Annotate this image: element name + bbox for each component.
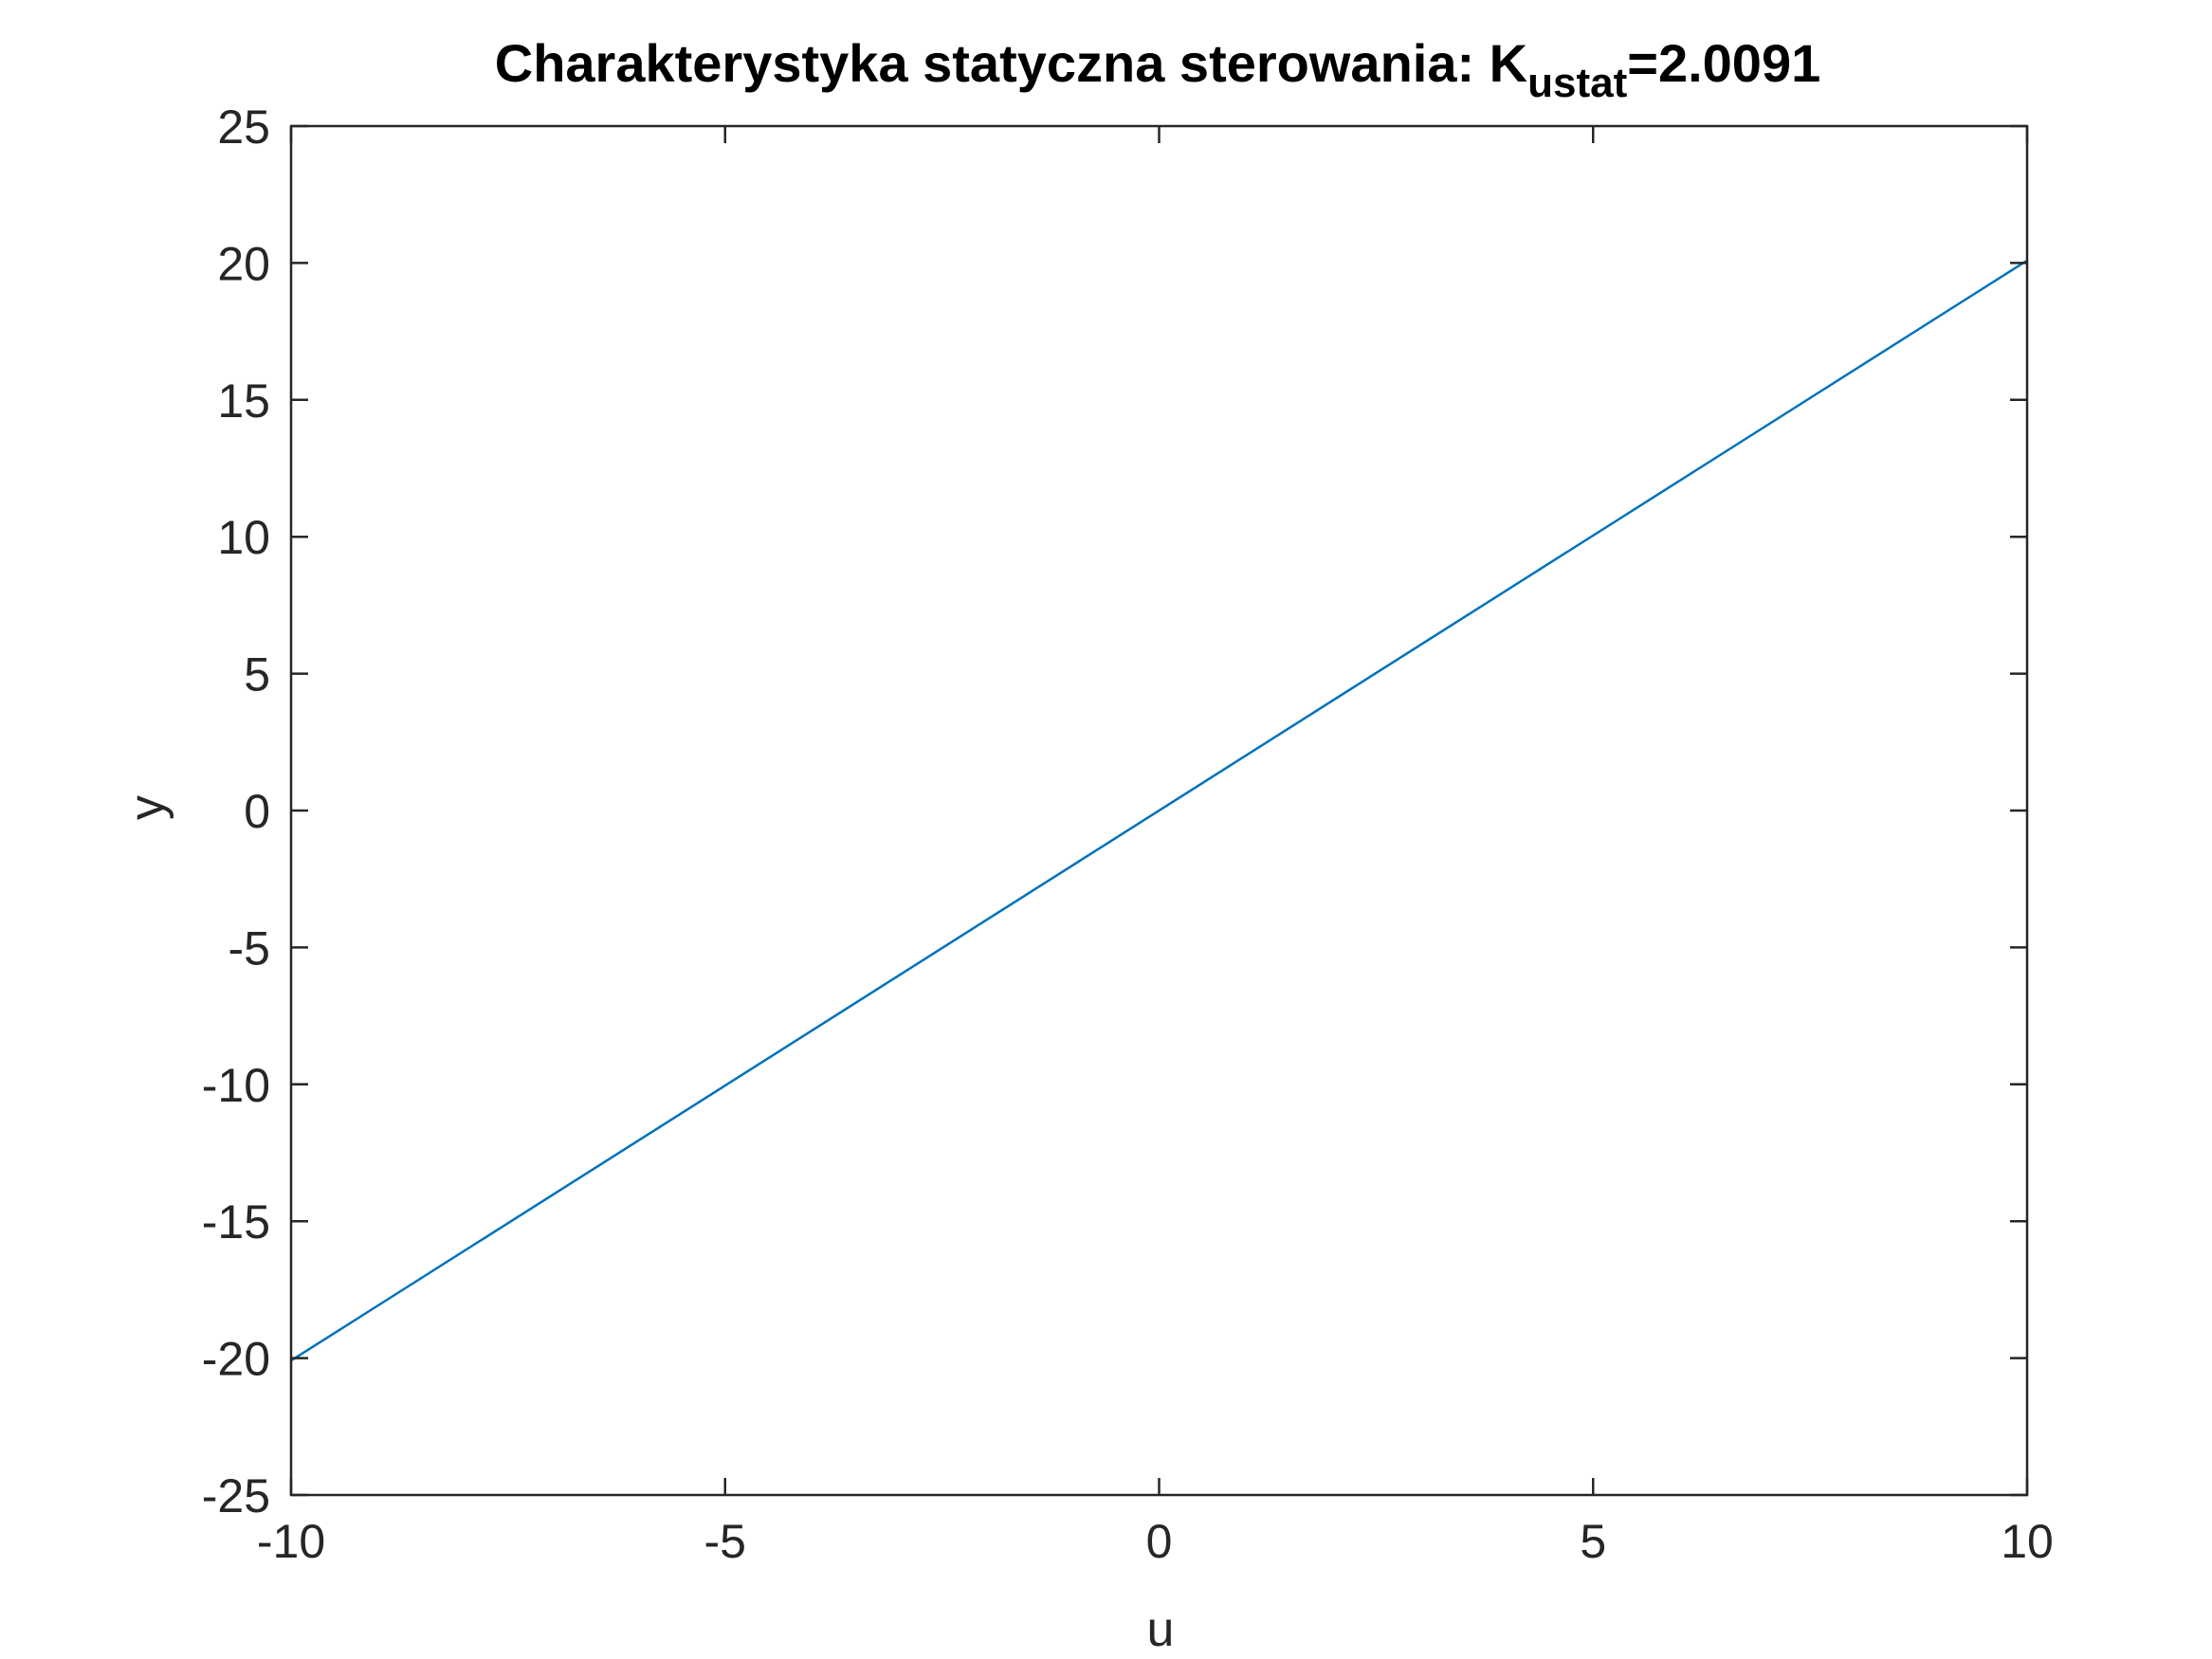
y-tick-label: -15 [202, 1195, 270, 1249]
y-tick-label: -10 [202, 1059, 270, 1112]
plot-area: -10 -5 0 5 10 -25 -20 -15 -10 -5 0 5 10 15 20 25 [202, 100, 2054, 1568]
y-tick-label: 0 [244, 785, 270, 838]
x-axis-label: u [1147, 1602, 1175, 1657]
y-tick-label: 25 [217, 100, 270, 154]
x-tick-label: 0 [1146, 1515, 1173, 1568]
y-tick-label: 5 [244, 648, 270, 702]
y-tick-label: -25 [202, 1469, 270, 1522]
chart-title-suffix: =2.0091 [1627, 33, 1820, 93]
y-tick-label: 20 [217, 237, 270, 290]
x-tick-label: -5 [704, 1515, 746, 1568]
y-tick-label: 15 [217, 374, 270, 428]
y-tick-label: -20 [202, 1333, 270, 1386]
series-line-0 [290, 259, 2028, 1362]
y-axis-label: y [119, 795, 174, 820]
chart-title: Charakterystyka statyczna sterowania: Ku… [495, 33, 1820, 106]
x-tick-label: -10 [257, 1515, 325, 1568]
chart-title-subscript: ustat [1527, 60, 1627, 106]
x-tick-label: 10 [2001, 1515, 2054, 1568]
chart-title-prefix: Charakterystyka statyczna sterowania: K [495, 33, 1527, 93]
y-tick-label: 10 [217, 511, 270, 564]
y-tick-label: -5 [229, 921, 270, 975]
x-tick-label: 5 [1580, 1515, 1606, 1568]
